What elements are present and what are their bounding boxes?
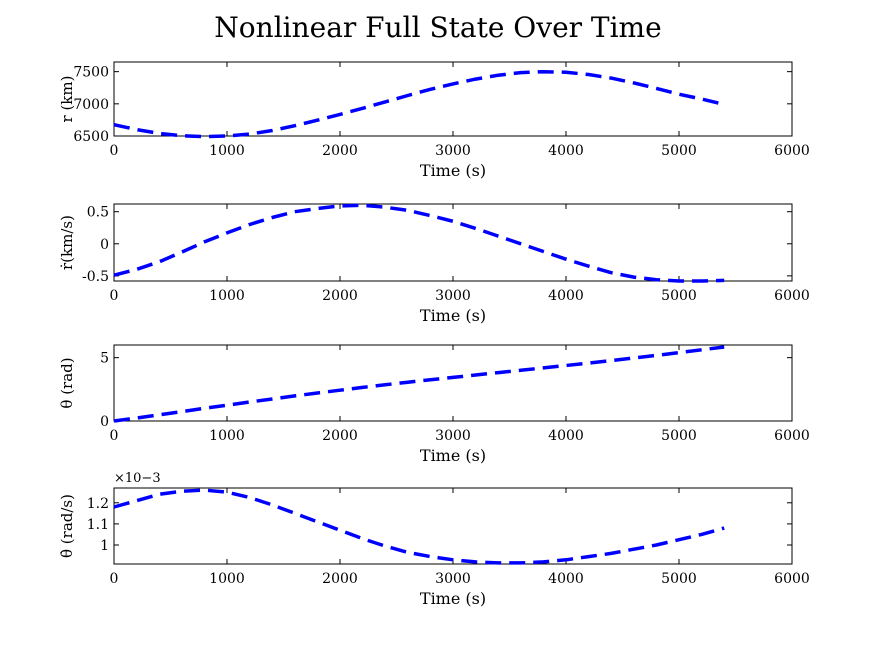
- x-tick-label: 5000: [661, 428, 697, 444]
- subplot-4: 0 1000 2000 3000 4000 5000 6000 1 1.1 1.2 ×10−3 Tim…: [58, 471, 810, 608]
- axes-frame: [113, 344, 793, 422]
- y-exponent-label: ×10−3: [114, 471, 161, 486]
- axes-frame: [113, 487, 793, 565]
- x-tick-label: 4000: [548, 143, 584, 159]
- subplot-1: 0 1000 2000 3000 4000 5000 6000 6500 7000 7500 Tim…: [58, 61, 810, 180]
- x-tick-label: 6000: [774, 571, 810, 587]
- series-line: [113, 345, 725, 423]
- x-tick-label: 0: [110, 571, 119, 587]
- x-tick-label: 4000: [548, 288, 584, 304]
- y-axis-label: θ (rad): [58, 357, 76, 408]
- y-tick-label: 0: [100, 237, 109, 253]
- x-tick-label: 1000: [209, 428, 245, 444]
- x-tick-label: 5000: [661, 288, 697, 304]
- subplot-3: 0 1000 2000 3000 4000 5000 6000 0 5 Time (s) θ (ra…: [58, 344, 810, 465]
- x-tick-label: 6000: [774, 428, 810, 444]
- x-axis-label: Time (s): [420, 446, 486, 465]
- y-tick-label: 7500: [73, 65, 109, 81]
- y-axis-label: r (km): [58, 76, 76, 123]
- figure-title: Nonlinear Full State Over Time: [214, 11, 661, 44]
- x-axis-label: Time (s): [420, 161, 486, 180]
- x-tick-label: 2000: [322, 143, 358, 159]
- x-tick-label: 4000: [548, 428, 584, 444]
- x-tick-label: 1000: [209, 571, 245, 587]
- series-line: [113, 203, 725, 283]
- y-tick-label: 6500: [73, 129, 109, 145]
- x-tick-label: 6000: [774, 143, 810, 159]
- subplot-group: 0 1000 2000 3000 4000 5000 6000650070007500Tim…: [58, 61, 810, 608]
- x-tick-label: 0: [110, 143, 119, 159]
- y-tick-label: 1.2: [87, 496, 109, 512]
- x-tick-label: 0: [110, 288, 119, 304]
- x-tick-label: 0: [110, 428, 119, 444]
- x-axis-label: Time (s): [420, 306, 486, 325]
- axes-frame: [113, 61, 793, 137]
- x-tick-label: 3000: [435, 428, 471, 444]
- x-tick-label: 6000: [774, 288, 810, 304]
- x-tick-label: 2000: [322, 428, 358, 444]
- x-tick-label: 2000: [322, 571, 358, 587]
- axes-frame: [113, 203, 793, 282]
- y-tick-label: 1.1: [87, 517, 109, 533]
- x-tick-label: 5000: [661, 143, 697, 159]
- y-tick-label: 7000: [73, 97, 109, 113]
- x-tick-label: 3000: [435, 288, 471, 304]
- y-tick-label: -0.5: [82, 269, 109, 285]
- x-tick-label: 1000: [209, 288, 245, 304]
- y-tick-label: 1: [100, 538, 109, 554]
- y-tick-label: 0.5: [87, 205, 109, 221]
- y-tick-label: 5: [100, 351, 109, 367]
- series-line: [113, 69, 725, 139]
- x-tick-label: 1000: [209, 143, 245, 159]
- series-line: [113, 488, 725, 565]
- x-axis-label: Time (s): [420, 589, 486, 608]
- x-tick-label: 2000: [322, 288, 358, 304]
- x-tick-label: 3000: [435, 143, 471, 159]
- y-axis-label: θ̇ (rad/s): [58, 494, 76, 558]
- y-tick-label: 0: [100, 414, 109, 430]
- x-tick-label: 4000: [548, 571, 584, 587]
- x-tick-label: 5000: [661, 571, 697, 587]
- x-tick-label: 3000: [435, 571, 471, 587]
- y-axis-label: ṙ(km/s): [58, 215, 76, 270]
